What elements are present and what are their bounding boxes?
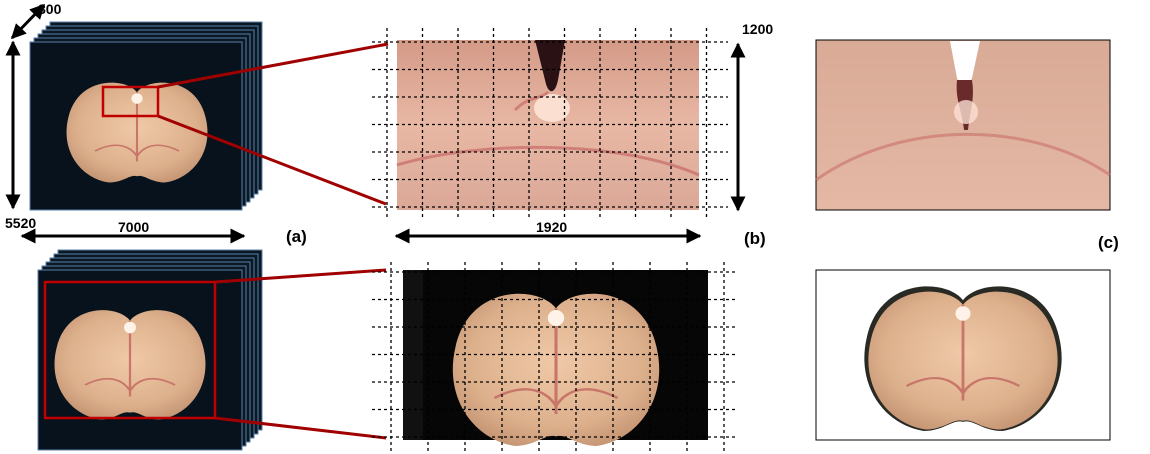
result-image-top <box>816 40 1110 210</box>
dim-label: 7000 <box>118 219 149 235</box>
dim-label: 5520 <box>5 215 36 231</box>
zoom-image-bottom <box>403 270 708 446</box>
dim-label: 1200 <box>742 21 773 37</box>
panel-label: (b) <box>744 229 766 248</box>
dim-label: 1920 <box>536 219 567 235</box>
dim-label: 800 <box>38 1 62 17</box>
figure: 800 5520 7000 (a) 1200 1920 (b) (c) <box>0 0 1150 454</box>
panel-label: (a) <box>286 227 307 246</box>
slice-stack-top <box>30 22 262 210</box>
panel-label: (c) <box>1098 233 1119 252</box>
result-image-bottom <box>816 270 1110 440</box>
